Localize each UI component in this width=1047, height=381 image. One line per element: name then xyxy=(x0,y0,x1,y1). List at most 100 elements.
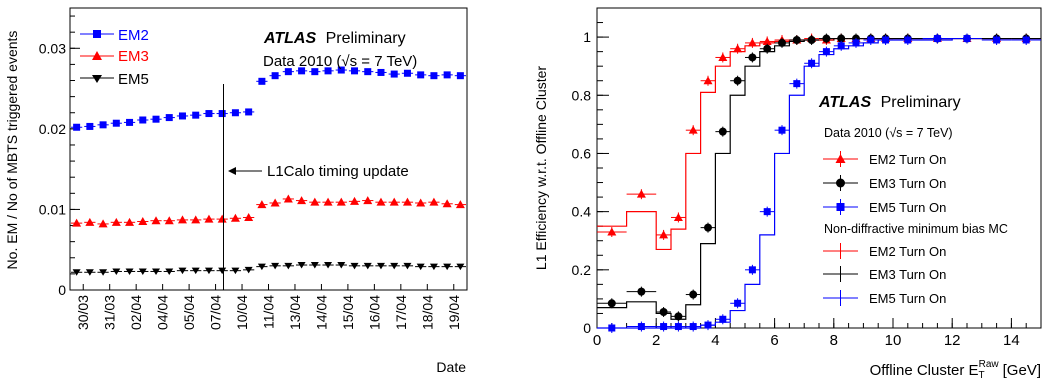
left-em2-point xyxy=(271,72,279,80)
right-data-2-point xyxy=(778,126,786,134)
right-atlas-word: ATLAS xyxy=(818,94,871,111)
right-data-2-point xyxy=(882,36,890,44)
left-x-tick-label: 02/04 xyxy=(128,295,144,330)
left-data-label: Data 2010 (√s = 7 TeV) xyxy=(263,53,417,70)
left-em3-point xyxy=(177,215,187,224)
left-em5-point xyxy=(85,269,94,276)
left-em3-point xyxy=(455,200,465,209)
right-data-0-point xyxy=(747,38,757,47)
left-em3-point xyxy=(336,197,346,206)
left-em2-point xyxy=(351,67,359,75)
right-data-2-point xyxy=(719,315,727,323)
right-y-tick-label: 0.8 xyxy=(572,87,592,103)
right-y-axis-label: L1 Efficiency w.r.t. Offline Cluster xyxy=(533,66,549,270)
rleg-mc-em3-label: EM3 Turn On xyxy=(869,267,946,282)
right-x-tick-label: 12 xyxy=(944,332,961,349)
left-em5-point xyxy=(403,262,412,270)
left-em5-point xyxy=(324,262,333,269)
left-y-tick-label: 0.03 xyxy=(39,40,66,56)
left-em2-point xyxy=(99,121,107,129)
left-x-tick-label: 04/04 xyxy=(155,295,171,330)
right-legend: EM2 Turn On EM3 Turn On EM5 Turn On Non-… xyxy=(823,151,1008,306)
left-em5-point xyxy=(456,263,465,271)
right-data-2-point xyxy=(867,36,875,44)
left-em5-point xyxy=(244,266,253,274)
left-em5-point xyxy=(99,269,108,276)
left-em5-point xyxy=(178,267,187,275)
legend-em3-label: EM3 xyxy=(118,48,149,65)
right-data-0-point xyxy=(673,212,683,221)
right-x-axis-unit: [GeV] xyxy=(1003,362,1041,379)
left-em2-point xyxy=(205,110,213,118)
right-data-0-point xyxy=(636,189,646,198)
left-x-tick-label: 15/04 xyxy=(340,295,356,330)
left-x-tick-label: 05/04 xyxy=(181,295,197,330)
right-x-ticks: 0 2 4 6 8 10 12 14 xyxy=(593,318,1042,349)
left-x-tick-label: 30/03 xyxy=(75,295,91,330)
right-x-axis-sub: T xyxy=(979,370,985,381)
right-x-tick-label: 4 xyxy=(711,332,719,349)
right-data-2-point xyxy=(808,59,816,67)
right-x-axis-main: Offline Cluster E xyxy=(870,362,979,379)
left-em5-point xyxy=(271,262,280,270)
right-data-1-point xyxy=(763,44,772,53)
right-x-tick-label: 6 xyxy=(770,332,778,349)
left-em5-point xyxy=(429,263,438,271)
right-data-0-point xyxy=(762,36,772,45)
left-em5-point xyxy=(231,267,240,275)
left-em3-point xyxy=(191,215,201,224)
right-data-2-point xyxy=(704,321,712,329)
left-em2-point xyxy=(218,110,226,118)
right-data-2-point xyxy=(904,36,912,44)
right-data-2-point xyxy=(963,35,971,43)
legend-em5-marker xyxy=(92,75,102,83)
left-x-axis-label: Date xyxy=(436,359,466,375)
left-em3-point xyxy=(283,194,293,203)
left-em2-point xyxy=(231,109,239,117)
right-data-2-point xyxy=(837,42,845,50)
right-data-2-point xyxy=(734,299,742,307)
left-em5-point xyxy=(376,262,385,270)
left-em5-point xyxy=(72,269,81,276)
legend-em3-marker xyxy=(92,51,102,60)
left-em3-point xyxy=(389,197,399,206)
right-data-1-point xyxy=(778,38,786,47)
right-data-1-point xyxy=(822,34,831,43)
right-data-1-point xyxy=(807,36,816,44)
rleg-em5-label: EM5 Turn On xyxy=(869,200,946,215)
left-em2-point xyxy=(73,123,81,131)
left-em3-point xyxy=(350,196,360,205)
right-x-tick-label: 2 xyxy=(652,332,660,349)
left-em2-point xyxy=(311,68,319,76)
left-x-tick-label: 31/03 xyxy=(102,295,118,330)
right-data-2-point xyxy=(822,48,830,56)
left-x-tick-label: 13/04 xyxy=(287,295,303,330)
right-data-1-point xyxy=(837,34,846,43)
left-y-axis-label: No. EM / No of MBTS triggered events xyxy=(4,31,20,270)
left-em2-point xyxy=(139,116,147,124)
rleg-em5-marker xyxy=(836,203,845,211)
left-preliminary-word: Preliminary xyxy=(326,30,406,47)
left-y-tick-label: 0 xyxy=(58,282,66,298)
left-em3-point xyxy=(204,214,214,223)
right-y-tick-label: 0 xyxy=(583,320,591,336)
right-data-2-point xyxy=(993,36,1001,44)
rleg-em3-marker xyxy=(836,178,845,188)
left-y-tick-label: 0.02 xyxy=(39,121,66,137)
left-chart: 0 0.01 0.02 0.03 30/03 31/03 02/04 04/04 05/04 0… xyxy=(4,7,468,375)
rleg-em2-label: EM2 Turn On xyxy=(869,152,946,167)
right-data-1-point xyxy=(659,308,668,316)
right-x-axis-sup: Raw xyxy=(979,359,1000,370)
left-x-tick-label: 10/04 xyxy=(234,295,250,330)
right-data-1-point xyxy=(704,223,712,232)
left-em3-point xyxy=(376,197,386,206)
left-x-tick-label: 11/04 xyxy=(261,295,277,329)
left-y-ticks: 0 0.01 0.02 0.03 xyxy=(39,15,80,298)
left-legend: EM2 EM3 EM5 xyxy=(80,27,149,88)
right-data-0-point xyxy=(718,52,728,61)
left-em5-point xyxy=(218,267,227,275)
left-em5-point xyxy=(191,267,200,275)
right-y-ticks: 0 0.2 0.4 0.6 0.8 1 xyxy=(572,7,609,336)
left-em5-point xyxy=(257,263,266,271)
right-x-axis-label: Offline Cluster ETRaw [GeV] xyxy=(870,359,1041,381)
